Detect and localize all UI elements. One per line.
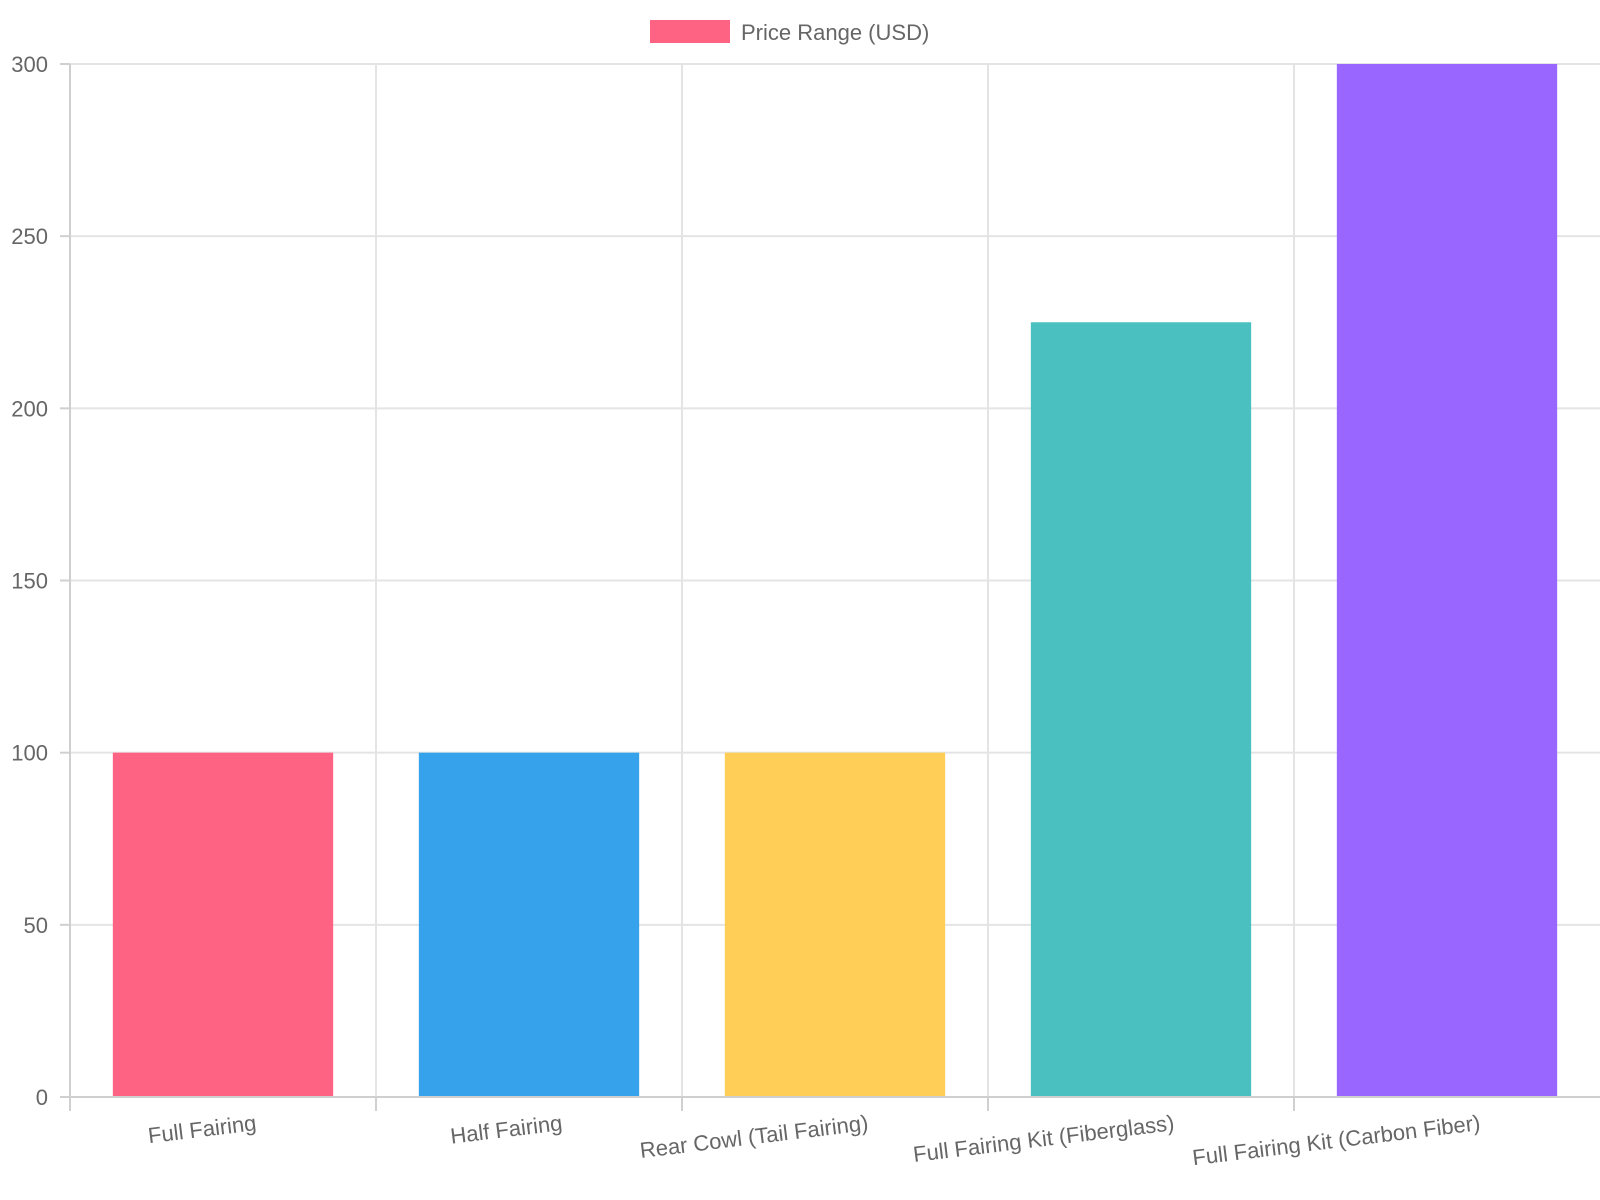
axes — [60, 63, 1600, 1111]
y-tick-label: 250 — [11, 224, 48, 249]
x-tick-labels: Full Fairing Half Fairing Rear Cowl (Tail … — [147, 1110, 1482, 1170]
y-tick-label: 300 — [11, 52, 48, 77]
x-tick-label: Rear Cowl (Tail Fairing) — [638, 1110, 869, 1163]
x-tick-label: Full Fairing Kit (Carbon Fiber) — [1191, 1110, 1482, 1170]
bars — [112, 64, 1558, 1097]
y-tick-labels: 0 50 100 150 200 250 300 — [11, 52, 48, 1110]
y-tick-label: 50 — [24, 913, 48, 938]
x-tick-label: Full Fairing Kit (Fiberglass) — [912, 1110, 1176, 1167]
y-tick-label: 150 — [11, 569, 48, 594]
legend-swatch[interactable] — [650, 20, 730, 43]
x-tick-label: Full Fairing — [147, 1110, 258, 1148]
bar[interactable] — [112, 752, 334, 1097]
y-tick-label: 200 — [11, 396, 48, 421]
y-tick-label: 100 — [11, 741, 48, 766]
x-tick-label: Half Fairing — [449, 1110, 564, 1149]
legend[interactable]: Price Range (USD) — [650, 20, 929, 45]
bar[interactable] — [724, 752, 946, 1097]
bar[interactable] — [418, 752, 640, 1097]
bar[interactable] — [1030, 322, 1252, 1097]
bar[interactable] — [1336, 64, 1558, 1097]
y-tick-label: 0 — [36, 1085, 48, 1110]
legend-label[interactable]: Price Range (USD) — [741, 20, 929, 45]
